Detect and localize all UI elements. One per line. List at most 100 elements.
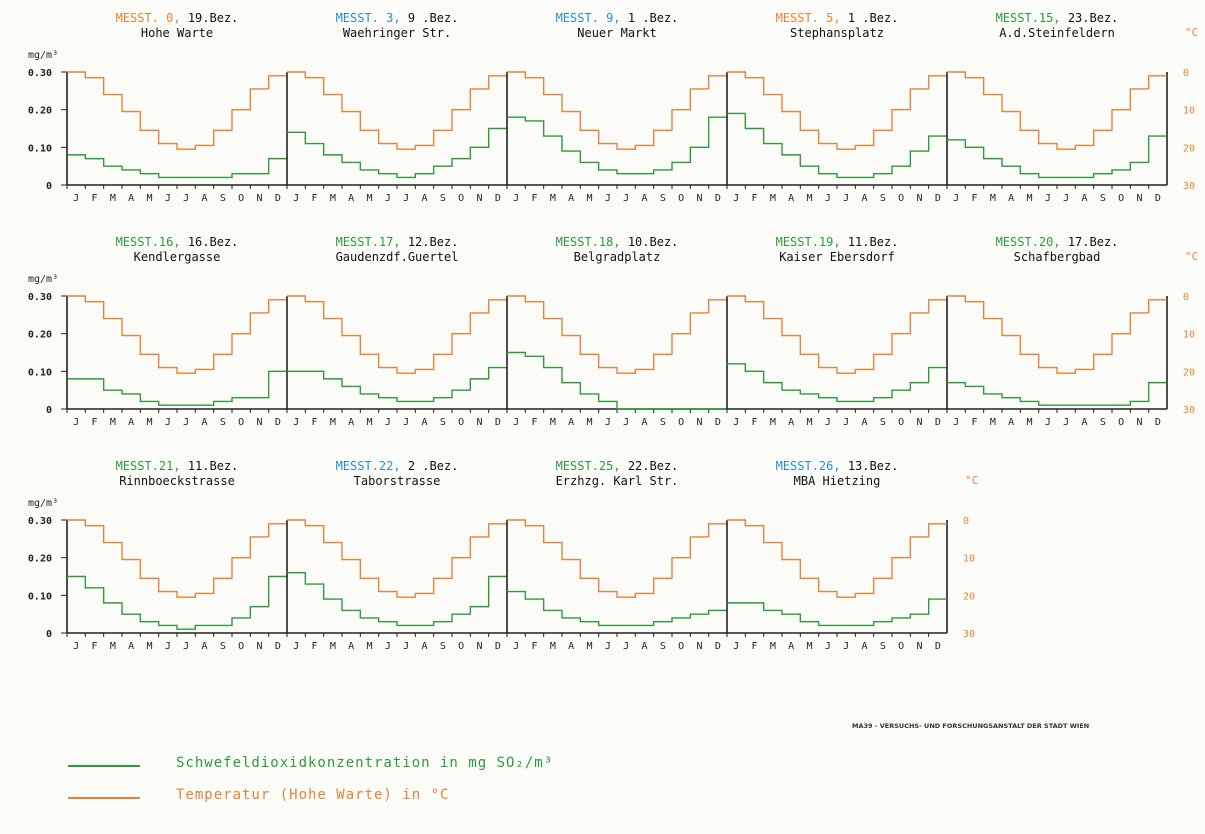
temperature-series-line	[727, 519, 947, 598]
x-tick-label: A	[348, 417, 354, 428]
x-tick-label: M	[806, 193, 812, 204]
x-tick-label: J	[825, 193, 831, 204]
x-tick-label: S	[220, 417, 226, 428]
legend-temperature-text: Temperatur (Hohe Warte) in °C	[176, 787, 450, 803]
station-panel: MESST.26, 13.Bez.MBA Hietzing J F M A M J J A S O N…	[726, 459, 948, 652]
temperature-series-line	[727, 71, 947, 150]
x-tick-label: M	[146, 417, 152, 428]
station-panel: MESST.15, 23.Bez.A.d.Steinfeldern J F M A M J J…	[946, 11, 1168, 204]
y-tick-right: 20	[1183, 143, 1195, 154]
x-tick-label: S	[1100, 193, 1106, 204]
station-name-label: Waehringer Str.	[343, 26, 451, 40]
so2-series-line	[507, 116, 727, 175]
x-tick-label: F	[91, 417, 97, 428]
x-tick-label: A	[861, 417, 867, 428]
x-tick-label: D	[495, 193, 501, 204]
x-tick-label: M	[330, 641, 336, 652]
y-tick-left: 0	[46, 405, 52, 416]
station-code-label: MESST.20, 17.Bez.	[996, 235, 1119, 249]
station-name-label: Taborstrasse	[354, 474, 441, 488]
x-tick-label: N	[1136, 417, 1142, 428]
x-tick-label: D	[495, 417, 501, 428]
station-code-label: MESST.25, 22.Bez.	[556, 459, 679, 473]
x-tick-label: D	[935, 417, 941, 428]
x-tick-label: D	[935, 193, 941, 204]
temperature-series-line	[727, 295, 947, 374]
x-tick-label: S	[440, 417, 446, 428]
legend-so2-text: Schwefeldioxidkonzentration in mg SO₂/m³	[176, 755, 554, 771]
station-name-label: Schafbergbad	[1014, 250, 1101, 264]
x-tick-label: J	[1063, 417, 1069, 428]
x-tick-label: J	[513, 641, 519, 652]
x-tick-label: F	[311, 193, 317, 204]
y-tick-right: 30	[963, 629, 975, 640]
station-name-label: Kaiser Ebersdorf	[779, 250, 895, 264]
x-tick-label: M	[550, 641, 556, 652]
station-name-label: Erzhzg. Karl Str.	[556, 474, 679, 488]
y-tick-left: 0	[46, 629, 52, 640]
x-tick-label: M	[586, 193, 592, 204]
y-tick-right: 30	[1183, 405, 1195, 416]
station-code-label: MESST.26, 13.Bez.	[776, 459, 899, 473]
x-tick-label: F	[971, 193, 977, 204]
x-tick-label: F	[751, 417, 757, 428]
y-tick-right: 10	[1183, 106, 1195, 117]
y-tick-right: 20	[963, 591, 975, 602]
y-axis-label-left: mg/m³	[28, 498, 58, 509]
temperature-series-line	[287, 71, 507, 150]
x-tick-label: N	[696, 641, 702, 652]
so2-series-line	[507, 351, 727, 410]
x-tick-label: M	[586, 641, 592, 652]
station-panel: MESST. 9, 1 .Bez.Neuer Markt J F M A M J J A S O N D	[506, 11, 727, 204]
y-tick-right: 0	[1183, 292, 1189, 303]
y-tick-right: 30	[1183, 181, 1195, 192]
x-tick-label: J	[733, 417, 739, 428]
temperature-series-line	[67, 71, 287, 150]
x-tick-label: N	[916, 417, 922, 428]
x-tick-label: M	[550, 417, 556, 428]
so2-series-line	[287, 366, 507, 403]
x-tick-label: D	[275, 417, 281, 428]
station-code-label: MESST.18, 10.Bez.	[556, 235, 679, 249]
x-tick-label: J	[165, 417, 171, 428]
temperature-series-line	[947, 71, 1167, 150]
x-tick-label: M	[110, 641, 116, 652]
x-tick-label: F	[751, 641, 757, 652]
x-tick-label: M	[806, 641, 812, 652]
so2-series-line	[507, 590, 727, 627]
x-tick-label: J	[513, 193, 519, 204]
x-tick-label: J	[385, 193, 391, 204]
x-tick-label: A	[1008, 417, 1014, 428]
temperature-series-line	[67, 295, 287, 374]
so2-series-line	[727, 598, 947, 627]
y-tick-left: 0.10	[28, 143, 52, 154]
so2-series-line	[67, 575, 287, 630]
x-tick-label: A	[128, 417, 134, 428]
x-tick-label: N	[256, 193, 262, 204]
station-panel: MESST.19, 11.Bez.Kaiser Ebersdorf J F M A M J J…	[726, 235, 947, 428]
station-name-label: Belgradplatz	[574, 250, 661, 264]
y-axis-label-left: mg/m³	[28, 50, 58, 61]
x-tick-label: A	[421, 641, 427, 652]
station-code-label: MESST.19, 11.Bez.	[776, 235, 899, 249]
x-tick-label: J	[623, 193, 629, 204]
x-tick-label: N	[916, 193, 922, 204]
x-tick-label: A	[1008, 193, 1014, 204]
y-axis-label-right: °C	[1185, 250, 1198, 263]
x-tick-label: J	[623, 417, 629, 428]
x-tick-label: S	[220, 193, 226, 204]
x-tick-label: F	[91, 641, 97, 652]
x-tick-label: M	[770, 641, 776, 652]
station-name-label: Kendlergasse	[134, 250, 221, 264]
x-tick-label: N	[476, 641, 482, 652]
x-tick-label: S	[880, 641, 886, 652]
y-tick-right: 0	[1183, 68, 1189, 79]
x-tick-label: J	[1045, 417, 1051, 428]
x-tick-label: J	[183, 417, 189, 428]
x-tick-label: A	[861, 641, 867, 652]
y-tick-left: 0.30	[28, 292, 52, 303]
x-tick-label: O	[238, 641, 244, 652]
x-tick-label: S	[660, 193, 666, 204]
x-tick-label: J	[733, 193, 739, 204]
y-tick-left: 0.30	[28, 516, 52, 527]
